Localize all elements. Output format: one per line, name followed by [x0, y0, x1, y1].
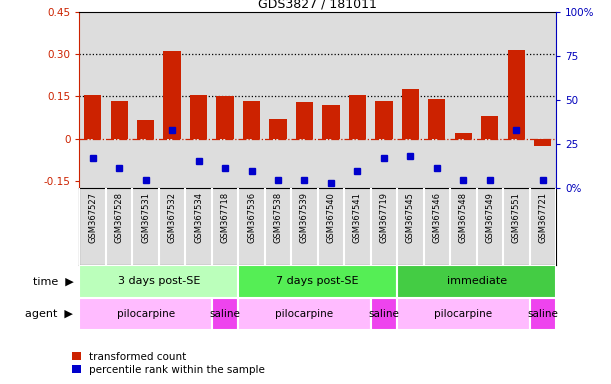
Bar	[477, 12, 503, 188]
Bar	[238, 12, 265, 188]
Text: GSM367719: GSM367719	[379, 192, 389, 243]
Bar	[508, 50, 525, 139]
Text: GSM367541: GSM367541	[353, 192, 362, 243]
Text: GSM367540: GSM367540	[326, 192, 335, 243]
Bar	[79, 298, 212, 330]
Bar	[238, 265, 397, 298]
Bar	[185, 12, 212, 188]
Bar	[530, 298, 556, 330]
Bar	[216, 96, 233, 139]
Bar	[159, 12, 185, 188]
Bar	[450, 12, 477, 188]
Text: GSM367536: GSM367536	[247, 192, 256, 243]
Text: GSM367539: GSM367539	[300, 192, 309, 243]
Text: 3 days post-SE: 3 days post-SE	[118, 276, 200, 286]
Bar	[269, 119, 287, 139]
Bar	[534, 139, 551, 146]
Text: GSM367721: GSM367721	[538, 192, 547, 243]
Bar	[106, 12, 133, 188]
Bar	[397, 12, 423, 188]
Text: pilocarpine: pilocarpine	[276, 309, 334, 319]
Bar	[371, 12, 397, 188]
Bar	[344, 12, 371, 188]
Bar	[212, 298, 238, 330]
Text: 7 days post-SE: 7 days post-SE	[276, 276, 359, 286]
Bar	[402, 89, 419, 139]
Bar	[375, 101, 392, 139]
Text: GSM367534: GSM367534	[194, 192, 203, 243]
Title: GDS3827 / 181011: GDS3827 / 181011	[258, 0, 377, 10]
Bar	[111, 101, 128, 139]
Bar	[318, 12, 344, 188]
Bar	[397, 265, 556, 298]
Bar	[428, 99, 445, 139]
Bar	[455, 133, 472, 139]
Text: saline: saline	[210, 309, 241, 319]
Bar	[84, 95, 101, 139]
Bar	[323, 105, 340, 139]
Text: GSM367531: GSM367531	[141, 192, 150, 243]
Bar	[190, 95, 207, 139]
Bar	[371, 298, 397, 330]
Text: saline: saline	[527, 309, 558, 319]
Text: GSM367548: GSM367548	[459, 192, 468, 243]
Bar	[212, 12, 238, 188]
Text: pilocarpine: pilocarpine	[117, 309, 175, 319]
Text: GSM367532: GSM367532	[167, 192, 177, 243]
Bar	[296, 102, 313, 139]
Bar	[503, 12, 530, 188]
Bar	[133, 12, 159, 188]
Text: GSM367538: GSM367538	[274, 192, 282, 243]
Bar	[397, 298, 530, 330]
Bar	[243, 101, 260, 139]
Text: pilocarpine: pilocarpine	[434, 309, 492, 319]
Bar	[481, 116, 499, 139]
Text: agent  ▶: agent ▶	[26, 309, 73, 319]
Text: GSM367718: GSM367718	[221, 192, 230, 243]
Bar	[291, 12, 318, 188]
Text: GSM367546: GSM367546	[433, 192, 441, 243]
Text: GSM367551: GSM367551	[512, 192, 521, 243]
Bar	[79, 265, 238, 298]
Bar	[137, 120, 154, 139]
Text: time  ▶: time ▶	[32, 276, 73, 286]
Text: GSM367528: GSM367528	[115, 192, 123, 243]
Bar	[164, 51, 181, 139]
Bar	[79, 12, 106, 188]
Text: GSM367545: GSM367545	[406, 192, 415, 243]
Bar	[349, 95, 366, 139]
Bar	[265, 12, 291, 188]
Text: GSM367527: GSM367527	[88, 192, 97, 243]
Bar	[530, 12, 556, 188]
Text: GSM367549: GSM367549	[485, 192, 494, 243]
Text: saline: saline	[368, 309, 400, 319]
Bar	[238, 298, 371, 330]
Legend: transformed count, percentile rank within the sample: transformed count, percentile rank withi…	[73, 352, 265, 375]
Text: immediate: immediate	[447, 276, 507, 286]
Bar	[423, 12, 450, 188]
